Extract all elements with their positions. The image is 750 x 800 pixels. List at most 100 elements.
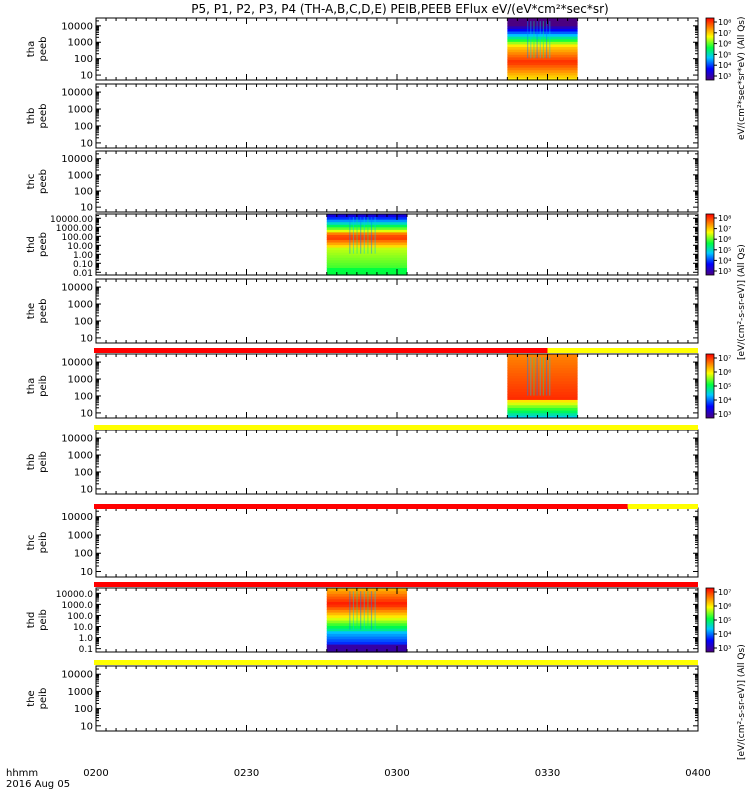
spectrogram-streak [549,21,551,59]
colorbar-units-bottom: [eV/(cm²-s-sr-eV)] (All Qs) [737,644,747,760]
spectrogram-cell [326,234,408,238]
y-tick-label: 10.00 [67,242,93,252]
y-tick-label: 10000 [61,154,93,165]
status-bar-segment [94,504,628,509]
spectrogram-cell [326,221,408,225]
spectrogram-cell [507,394,578,398]
spectrogram-cell [326,254,408,258]
spectrogram-cell [326,617,408,621]
spectrogram-streak [533,357,535,396]
panel-7-frame [95,429,699,495]
y-tick-label: 1000 [68,105,93,116]
colorbar-9 [705,587,715,653]
colorbar-tick-label: 10⁶ [718,40,731,49]
spectrogram-cell [326,249,408,253]
spectrogram-cell [326,612,408,616]
panel-2-ylabel: peeb [38,104,49,129]
panel-5-frame [95,278,699,344]
spectrogram-cell [507,36,578,40]
panel-2-ylabel: thb [26,108,37,125]
colorbar-tick-label: 10⁵ [718,382,731,391]
spectrogram-streak [536,21,538,59]
spectrogram-streak [367,591,369,630]
spectrogram-cell [326,224,408,228]
spectrogram-cell [507,69,578,73]
y-tick-label: 0.1 [79,645,93,655]
spectrogram-streak [360,217,362,254]
spectrogram-cell [507,356,578,360]
spectrogram-cell [507,375,578,379]
spectrogram-cell [507,399,578,403]
spectrogram-cell [326,598,408,602]
spectrogram-cell [326,262,408,266]
colorbar-tick-label: 10⁷ [718,225,731,234]
y-tick-label: 10 [80,203,93,214]
spectrogram-cell [507,25,578,29]
spectrogram-cell [507,415,578,419]
spectrogram-cell [326,606,408,610]
spectrogram-cell [326,625,408,629]
spectrogram-cell [507,364,578,368]
colorbar-tick-label: 10⁴ [718,630,731,639]
spectrogram-cell [326,236,408,241]
y-tick-label: 1000 [68,530,93,541]
y-tick-label: 0.01 [73,269,93,279]
y-tick-label: 100 [74,467,93,478]
spectrogram-cell [507,43,578,48]
spectrogram-streak [370,217,373,254]
y-tick-label: 10.0 [73,623,93,633]
panel-10-ylabel: the [26,690,37,706]
spectrogram-cell [507,49,578,53]
y-tick-label: 100 [74,704,93,715]
y-tick-label: 10000 [61,283,93,294]
panel-9-ylabel: thd [26,612,37,629]
spectrogram-cell [326,628,408,632]
status-bar-segment [94,425,698,430]
spectrogram-cell [326,604,408,608]
spectrogram-cell [507,23,578,27]
spectrogram-streak [536,357,538,396]
spectrogram-cell [507,59,578,63]
spectrogram-streak [549,357,551,396]
spectrogram-cell [326,622,408,626]
spectrogram-streak [539,357,541,396]
spectrogram-cell [507,354,578,358]
y-tick-label: 100 [74,121,93,132]
spectrogram-cell [507,402,578,406]
colorbar-tick-label: 10⁶ [718,368,731,377]
panel-3-ylabel: peeb [38,169,49,194]
colorbar-1 [705,17,715,81]
panel-6-frame [95,353,699,419]
panel-1-frame [95,17,699,81]
colorbar-units-top: eV/(cm²*sec*sr*eV) (All Qs) [737,16,747,140]
y-tick-label: 1000 [68,451,93,462]
spectrogram-cell [507,64,578,68]
spectrogram-streak [352,591,355,630]
spectrogram-streak [356,591,358,630]
y-tick-label: 100 [74,316,93,327]
panel-4-ylabel: thd [26,236,37,253]
spectrogram-cell [507,383,578,387]
spectrogram-cell [326,239,408,243]
y-tick-label: 1000 [68,300,93,311]
spectrogram-cell [507,54,578,58]
spectrogram-cell [507,396,578,400]
colorbar-tick-label: 10³ [718,410,731,419]
panel-8-ylabel: thc [26,535,37,551]
spectrogram-cell [507,61,578,66]
y-tick-label: 10000.00 [50,215,93,225]
spectrogram-streak [542,21,545,59]
spectrogram-streak [370,591,373,630]
status-bar-segment [94,660,698,665]
spectrogram-cell [326,247,408,251]
spectrogram-cell [326,601,408,605]
colorbar-6 [705,353,715,419]
spectrogram-streak [533,21,535,59]
spectrogram-cell [507,30,578,35]
y-tick-label: 10 [80,408,93,419]
status-bar-segment [627,504,698,509]
y-tick-label: 10000 [61,358,93,369]
spectrogram-cell [507,404,578,408]
colorbar-units-mid: [eV/(cm²-s-sr-eV)] (All Qs) [737,244,747,360]
spectrogram-cell [326,633,408,637]
